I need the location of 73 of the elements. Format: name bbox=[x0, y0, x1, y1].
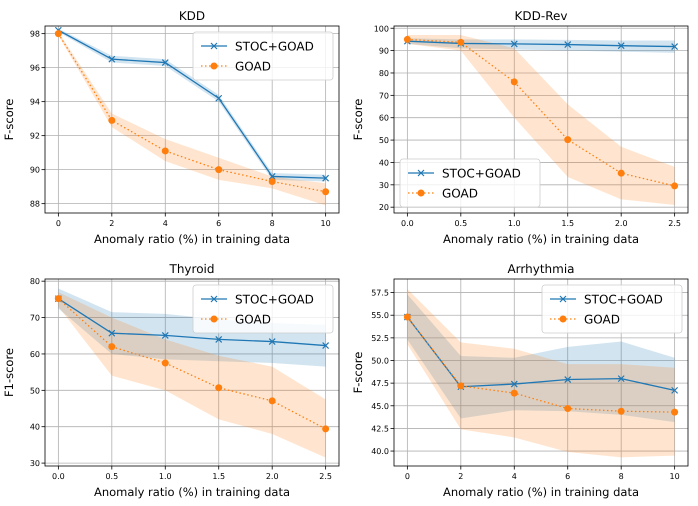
y-tick-label: 80 bbox=[378, 68, 389, 78]
x-tick-label: 1.0 bbox=[508, 219, 521, 228]
x-tick-label: 0.5 bbox=[454, 219, 468, 228]
x-tick-label: 2.5 bbox=[319, 472, 332, 481]
y-tick-label: 50 bbox=[378, 136, 389, 146]
chart-title: KDD bbox=[178, 9, 206, 23]
x-tick-label: 6 bbox=[216, 219, 222, 228]
x-tick-label: 2.0 bbox=[266, 472, 279, 481]
y-tick-label: 47.5 bbox=[371, 379, 389, 388]
y-tick-label: 55.0 bbox=[371, 311, 389, 320]
chart-title: KDD-Rev bbox=[514, 9, 568, 23]
y-tick-label: 40.0 bbox=[371, 447, 389, 456]
legend-label: GOAD bbox=[235, 312, 271, 326]
x-axis-title: Anomaly ratio (%) in training data bbox=[442, 485, 640, 499]
x-tick-label: 0.0 bbox=[400, 219, 414, 228]
y-tick-label: 52.5 bbox=[371, 334, 389, 343]
x-tick-label: 0.5 bbox=[105, 472, 118, 481]
y-tick-label: 20 bbox=[378, 203, 389, 212]
x-tick-label: 2.5 bbox=[668, 219, 682, 228]
legend-label: STOC+GOAD bbox=[235, 40, 314, 54]
y-tick-label: 94 bbox=[30, 98, 40, 107]
y-axis-title: F-score bbox=[2, 98, 16, 140]
x-tick-label: 6 bbox=[565, 472, 570, 481]
y-tick-label: 45.0 bbox=[371, 402, 389, 411]
x-tick-label: 2 bbox=[109, 219, 114, 228]
y-tick-label: 90 bbox=[30, 166, 40, 175]
x-tick-label: 1.5 bbox=[212, 472, 226, 481]
y-tick-label: 50 bbox=[30, 386, 40, 396]
x-tick-label: 2.0 bbox=[614, 219, 628, 228]
legend-label: STOC+GOAD bbox=[584, 292, 663, 306]
x-tick-label: 4 bbox=[512, 472, 517, 481]
x-tick-label: 0 bbox=[404, 472, 410, 481]
x-tick-label: 8 bbox=[270, 219, 275, 228]
y-tick-label: 80 bbox=[30, 277, 40, 286]
chart-title: Arrhythmia bbox=[507, 262, 575, 276]
x-tick-label: 2 bbox=[458, 472, 464, 481]
chart-title: Thyroid bbox=[168, 262, 214, 276]
x-axis-title: Anomaly ratio (%) in training data bbox=[94, 485, 290, 499]
y-tick-label: 30 bbox=[378, 180, 389, 190]
y-tick-label: 57.5 bbox=[371, 288, 389, 298]
y-axis-title: F-score bbox=[351, 98, 365, 140]
y-tick-label: 30 bbox=[30, 459, 40, 468]
y-tick-label: 60 bbox=[378, 114, 389, 123]
y-axis-title: F-score bbox=[351, 352, 365, 394]
x-tick-label: 10 bbox=[320, 219, 331, 228]
y-tick-label: 70 bbox=[30, 314, 40, 323]
legend-label: GOAD bbox=[584, 312, 620, 326]
y-tick-label: 60 bbox=[30, 350, 40, 359]
legend-label: STOC+GOAD bbox=[442, 166, 521, 180]
y-tick-label: 96 bbox=[30, 64, 40, 73]
legend-label: GOAD bbox=[235, 60, 271, 74]
y-tick-label: 100 bbox=[374, 24, 389, 34]
y-tick-label: 88 bbox=[30, 200, 40, 209]
y-tick-label: 92 bbox=[30, 132, 40, 141]
legend-label: STOC+GOAD bbox=[235, 292, 314, 306]
y-tick-label: 70 bbox=[378, 91, 389, 100]
x-axis-title: Anomaly ratio (%) in training data bbox=[94, 232, 290, 246]
legend-label: GOAD bbox=[442, 186, 478, 200]
y-tick-label: 42.5 bbox=[371, 424, 389, 434]
y-tick-label: 90 bbox=[378, 46, 389, 56]
x-tick-label: 4 bbox=[162, 219, 168, 228]
y-tick-label: 50.0 bbox=[371, 356, 389, 366]
x-tick-label: 1.5 bbox=[561, 219, 574, 228]
x-tick-label: 8 bbox=[618, 472, 624, 481]
x-tick-label: 0 bbox=[56, 219, 61, 228]
y-tick-label: 40 bbox=[30, 422, 40, 432]
x-tick-label: 10 bbox=[670, 472, 680, 481]
x-axis-title: Anomaly ratio (%) in training data bbox=[442, 232, 640, 246]
x-tick-label: 1.0 bbox=[158, 472, 172, 481]
x-tick-label: 0.0 bbox=[52, 472, 65, 481]
y-tick-label: 98 bbox=[30, 30, 40, 39]
y-tick-label: 40 bbox=[378, 158, 389, 168]
y-axis-title: F1-score bbox=[2, 348, 16, 397]
